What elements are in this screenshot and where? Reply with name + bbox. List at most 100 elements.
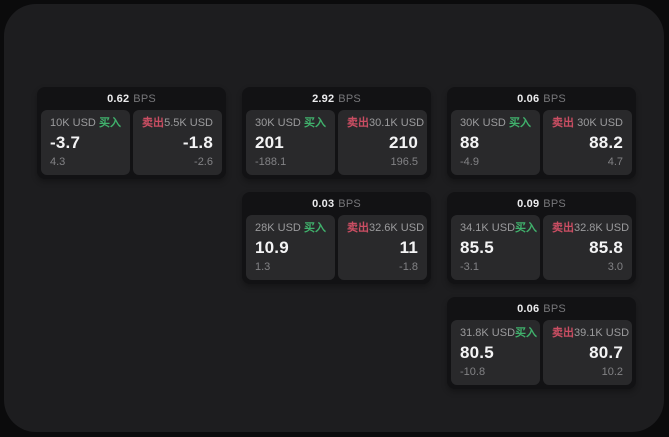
sell-pane[interactable]: 卖出 39.1K USD 80.7 10.2 <box>543 320 632 385</box>
buy-amount: 30K USD <box>255 117 301 129</box>
buy-amount: 10K USD <box>50 117 96 129</box>
buy-label: 买入 <box>99 117 121 129</box>
buy-pane[interactable]: 30K USD 买入 201 -188.1 <box>246 110 335 175</box>
bps-header: 0.62 BPS <box>37 87 226 110</box>
buy-pane-top: 31.8K USD 买入 <box>460 327 537 340</box>
quote-card: 0.06 BPS 31.8K USD 买入 80.5 -10.8 卖出 39.1K… <box>447 297 636 389</box>
sell-label: 卖出 <box>552 327 574 339</box>
buy-sub-value: 1.3 <box>255 261 271 273</box>
sell-pane-top: 卖出 39.1K USD <box>552 327 629 340</box>
buy-amount: 31.8K USD <box>460 327 516 339</box>
sell-sub-value: -2.6 <box>194 156 213 168</box>
quote-grid: 0.62 BPS 10K USD 买入 -3.7 4.3 卖出 5.5K USD <box>37 87 636 389</box>
sell-amount: 30K USD <box>577 117 623 129</box>
sell-label: 卖出 <box>347 222 369 234</box>
bps-value: 0.06 <box>517 303 540 315</box>
app-window: 0.62 BPS 10K USD 买入 -3.7 4.3 卖出 5.5K USD <box>4 4 664 432</box>
buy-amount: 30K USD <box>460 117 506 129</box>
buy-pane[interactable]: 31.8K USD 买入 80.5 -10.8 <box>451 320 540 385</box>
sell-pane-top: 卖出 32.6K USD <box>347 222 424 235</box>
sell-sub-value: 10.2 <box>601 366 623 378</box>
bps-value: 0.03 <box>312 198 335 210</box>
quote-card: 0.03 BPS 28K USD 买入 10.9 1.3 卖出 32.6K USD <box>242 192 431 284</box>
bps-header: 2.92 BPS <box>242 87 431 110</box>
sell-pane[interactable]: 卖出 32.8K USD 85.8 3.0 <box>543 215 632 280</box>
bps-value: 0.06 <box>517 93 540 105</box>
buy-label: 买入 <box>509 117 531 129</box>
buy-sub-value: -188.1 <box>255 156 287 168</box>
buy-pane[interactable]: 28K USD 买入 10.9 1.3 <box>246 215 335 280</box>
buy-pane-top: 10K USD 买入 <box>50 117 121 130</box>
sell-pane-top: 卖出 30.1K USD <box>347 117 424 130</box>
buy-price: 88 <box>460 133 480 152</box>
quote-panes: 30K USD 买入 201 -188.1 卖出 30.1K USD 210 1… <box>246 110 427 175</box>
bps-header: 0.06 BPS <box>447 297 636 320</box>
buy-pane-top: 30K USD 买入 <box>460 117 531 130</box>
sell-sub-value: 4.7 <box>607 156 623 168</box>
sell-pane-top: 卖出 32.8K USD <box>552 222 629 235</box>
quote-card: 0.09 BPS 34.1K USD 买入 85.5 -3.1 卖出 32.8K … <box>447 192 636 284</box>
quote-card: 0.06 BPS 30K USD 买入 88 -4.9 卖出 30K USD <box>447 87 636 179</box>
bps-unit: BPS <box>543 93 566 105</box>
sell-amount: 39.1K USD <box>574 327 630 339</box>
buy-label: 买入 <box>515 222 538 234</box>
bps-unit: BPS <box>543 303 566 315</box>
buy-label: 买入 <box>304 117 326 129</box>
bps-unit: BPS <box>543 198 566 210</box>
buy-sub-value: 4.3 <box>50 156 66 168</box>
buy-amount: 34.1K USD <box>460 222 516 234</box>
sell-price: 80.7 <box>589 343 623 362</box>
buy-price: 85.5 <box>460 238 494 257</box>
quote-panes: 30K USD 买入 88 -4.9 卖出 30K USD 88.2 4.7 <box>451 110 632 175</box>
sell-amount: 5.5K USD <box>164 117 213 129</box>
sell-label: 卖出 <box>552 222 574 234</box>
buy-sub-value: -10.8 <box>460 366 486 378</box>
sell-amount: 30.1K USD <box>369 117 425 129</box>
buy-label: 买入 <box>304 222 326 234</box>
bps-header: 0.03 BPS <box>242 192 431 215</box>
quote-panes: 10K USD 买入 -3.7 4.3 卖出 5.5K USD -1.8 -2.… <box>41 110 222 175</box>
buy-pane-top: 28K USD 买入 <box>255 222 326 235</box>
bps-unit: BPS <box>133 93 156 105</box>
bps-header: 0.09 BPS <box>447 192 636 215</box>
buy-sub-value: -4.9 <box>460 156 479 168</box>
bps-value: 0.09 <box>517 198 540 210</box>
sell-sub-value: -1.8 <box>399 261 418 273</box>
sell-price: 210 <box>389 133 418 152</box>
quote-card: 0.62 BPS 10K USD 买入 -3.7 4.3 卖出 5.5K USD <box>37 87 226 179</box>
bps-value: 0.62 <box>107 93 130 105</box>
sell-amount: 32.6K USD <box>369 222 425 234</box>
buy-price: -3.7 <box>50 133 81 152</box>
sell-label: 卖出 <box>142 117 164 129</box>
buy-price: 10.9 <box>255 238 289 257</box>
sell-sub-value: 196.5 <box>390 156 418 168</box>
sell-price: 11 <box>399 238 418 257</box>
sell-label: 卖出 <box>347 117 369 129</box>
sell-price: -1.8 <box>182 133 213 152</box>
buy-amount: 28K USD <box>255 222 301 234</box>
sell-pane[interactable]: 卖出 5.5K USD -1.8 -2.6 <box>133 110 222 175</box>
bps-unit: BPS <box>338 93 361 105</box>
bps-header: 0.06 BPS <box>447 87 636 110</box>
sell-price: 88.2 <box>589 133 623 152</box>
buy-price: 80.5 <box>460 343 494 362</box>
quote-card: 2.92 BPS 30K USD 买入 201 -188.1 卖出 30.1K U… <box>242 87 431 179</box>
bps-value: 2.92 <box>312 93 335 105</box>
buy-label: 买入 <box>515 327 538 339</box>
sell-pane[interactable]: 卖出 30.1K USD 210 196.5 <box>338 110 427 175</box>
buy-price: 201 <box>255 133 284 152</box>
buy-pane-top: 34.1K USD 买入 <box>460 222 537 235</box>
sell-label: 卖出 <box>552 117 574 129</box>
sell-amount: 32.8K USD <box>574 222 630 234</box>
buy-pane-top: 30K USD 买入 <box>255 117 326 130</box>
sell-sub-value: 3.0 <box>607 261 623 273</box>
sell-pane[interactable]: 卖出 30K USD 88.2 4.7 <box>543 110 632 175</box>
sell-price: 85.8 <box>589 238 623 257</box>
sell-pane-top: 卖出 5.5K USD <box>142 117 213 130</box>
buy-sub-value: -3.1 <box>460 261 479 273</box>
bps-unit: BPS <box>338 198 361 210</box>
sell-pane[interactable]: 卖出 32.6K USD 11 -1.8 <box>338 215 427 280</box>
buy-pane[interactable]: 10K USD 买入 -3.7 4.3 <box>41 110 130 175</box>
buy-pane[interactable]: 30K USD 买入 88 -4.9 <box>451 110 540 175</box>
buy-pane[interactable]: 34.1K USD 买入 85.5 -3.1 <box>451 215 540 280</box>
